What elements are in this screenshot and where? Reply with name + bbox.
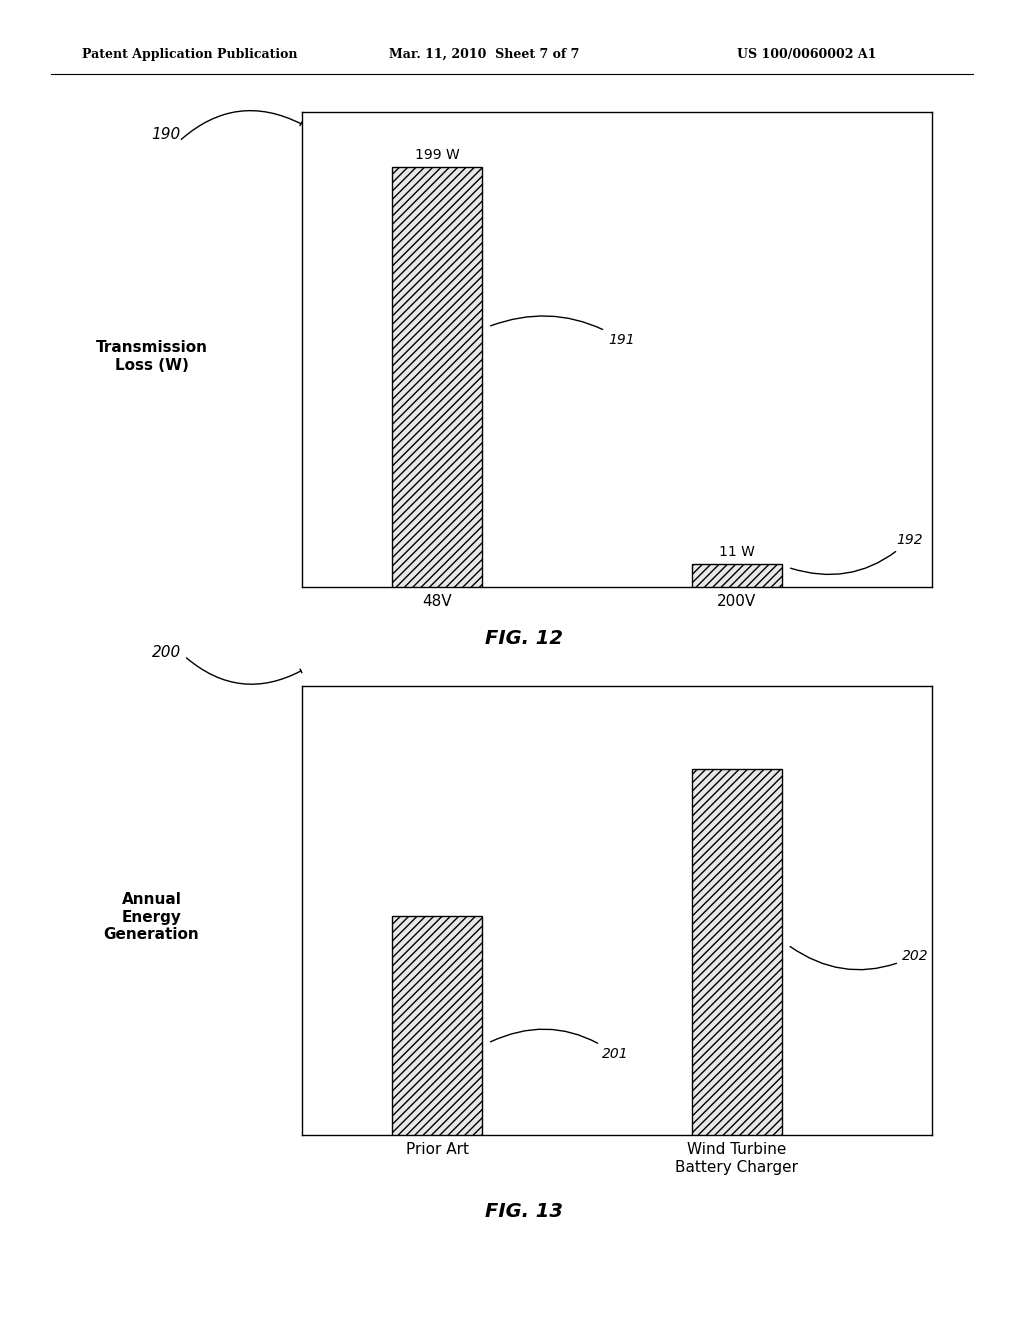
Text: 191: 191 bbox=[490, 315, 635, 347]
Bar bbox=[692, 564, 782, 587]
Text: 200: 200 bbox=[152, 645, 181, 660]
Text: 192: 192 bbox=[791, 533, 923, 574]
Bar bbox=[692, 770, 782, 1135]
Bar bbox=[392, 168, 482, 587]
Text: 11 W: 11 W bbox=[719, 545, 755, 558]
Text: 201: 201 bbox=[490, 1030, 629, 1061]
Text: Mar. 11, 2010  Sheet 7 of 7: Mar. 11, 2010 Sheet 7 of 7 bbox=[389, 48, 580, 61]
Text: Transmission
Loss (W): Transmission Loss (W) bbox=[95, 341, 208, 372]
Text: Patent Application Publication: Patent Application Publication bbox=[82, 48, 297, 61]
Text: 199 W: 199 W bbox=[415, 148, 460, 162]
Text: FIG. 13: FIG. 13 bbox=[485, 1203, 563, 1221]
Text: FIG. 12: FIG. 12 bbox=[485, 630, 563, 648]
Text: 190: 190 bbox=[152, 127, 181, 141]
Text: US 100/0060002 A1: US 100/0060002 A1 bbox=[737, 48, 877, 61]
Text: 202: 202 bbox=[791, 946, 929, 970]
Bar bbox=[392, 916, 482, 1135]
Text: Annual
Energy
Generation: Annual Energy Generation bbox=[103, 892, 200, 942]
